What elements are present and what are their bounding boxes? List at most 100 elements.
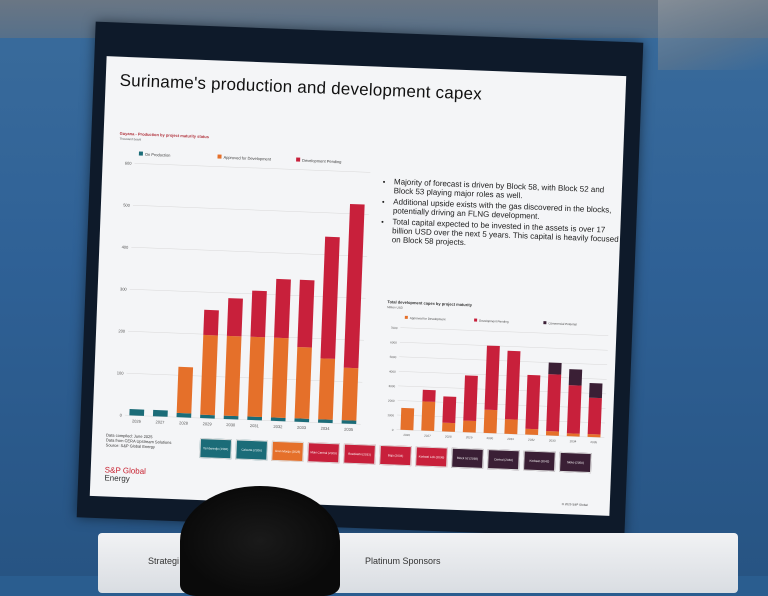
- x-tick-label: 2026: [132, 418, 142, 423]
- timeline-item: Korbeel Lob (2036): [415, 446, 448, 468]
- timeline-item: Calcutta (2026): [235, 439, 268, 461]
- legend-label: Development Pending: [479, 319, 509, 324]
- copyright: © 2025 S&P Global: [561, 501, 588, 507]
- x-tick-label: 2029: [203, 421, 213, 426]
- x-tick-label: 2029: [466, 435, 473, 439]
- bar-segment: [442, 422, 456, 432]
- gridline: [132, 205, 369, 215]
- x-tick-label: 2034: [570, 439, 577, 443]
- y-tick-label: 0: [392, 428, 394, 432]
- legend-label: Approved for Development: [410, 316, 446, 321]
- bar-segment: [343, 203, 365, 369]
- bar-segment: [545, 430, 560, 436]
- banner-left-text: Strategi: [148, 556, 180, 566]
- y-tick-label: 5000: [390, 355, 397, 359]
- chart1-subtitle: Thousand boe/d: [119, 136, 142, 142]
- banner-sponsors-text: Platinum Sponsors: [365, 556, 441, 566]
- x-tick-label: 2033: [297, 425, 307, 430]
- bar-segment: [546, 374, 562, 432]
- stage-truss: [658, 0, 768, 70]
- y-tick-label: 0: [120, 412, 123, 417]
- legend-label: On Production: [145, 152, 171, 158]
- bar-segment: [270, 417, 286, 422]
- x-tick-label: 2027: [155, 419, 165, 424]
- bullet-list: Majority of forecast is driven by Block …: [382, 177, 624, 255]
- legend-swatch: [217, 154, 222, 159]
- bar-segment: [504, 350, 521, 420]
- chart2-subtitle: Million USD: [387, 305, 403, 310]
- legend-swatch: [543, 321, 547, 325]
- gridline: [400, 327, 609, 336]
- y-tick-label: 3000: [388, 384, 395, 388]
- legend-swatch: [296, 157, 301, 162]
- bar-segment: [589, 383, 603, 399]
- presentation-slide: Suriname's production and development ca…: [89, 56, 627, 516]
- bar-segment: [247, 416, 263, 421]
- bar-segment: [226, 298, 243, 337]
- logo-line: Energy: [104, 473, 130, 484]
- bar-segment: [176, 412, 192, 418]
- bar-segment: [318, 419, 333, 424]
- timeline-item: Korbeel (2042): [523, 450, 556, 472]
- bar-segment: [566, 433, 580, 437]
- capex-chart: 0 1000 2000 3000 4000 5000 6000 7000 2026 2027 202…: [387, 315, 609, 444]
- bar-segment: [318, 358, 336, 420]
- bar-segment: [176, 366, 194, 414]
- y-tick-label: 600: [125, 160, 133, 165]
- timeline-item: Roebiakhi (2031): [343, 443, 376, 465]
- bar-segment: [483, 409, 498, 434]
- y-tick-label: 200: [118, 328, 126, 333]
- gridline: [399, 356, 608, 366]
- timeline-item: Central (2040): [487, 449, 520, 471]
- bar-segment: [152, 409, 168, 417]
- bar-segment: [294, 346, 312, 419]
- audience-head-silhouette: [180, 486, 340, 596]
- x-tick-label: 2034: [321, 426, 331, 431]
- bar-segment: [421, 401, 436, 432]
- bar-segment: [525, 428, 539, 436]
- bar-segment: [462, 420, 477, 433]
- bar-segment: [297, 279, 315, 348]
- x-tick-label: 2030: [226, 422, 236, 427]
- legend-label: Development Pending: [302, 158, 342, 165]
- bar-segment: [294, 418, 310, 423]
- bar-segment: [320, 236, 340, 359]
- bar-segment: [400, 407, 415, 431]
- timeline-item: Gran Morgu (2028): [271, 440, 304, 463]
- y-tick-label: 2000: [388, 399, 395, 403]
- bar-segment: [587, 397, 602, 435]
- x-tick-label: 2032: [528, 438, 535, 442]
- bar-segment: [223, 335, 242, 417]
- bar-segment: [250, 290, 267, 338]
- y-tick-label: 300: [120, 286, 128, 291]
- gridline: [399, 341, 608, 351]
- bar-segment: [525, 374, 541, 430]
- timeline-item: Baja (2034): [379, 444, 412, 467]
- bar-segment: [223, 415, 239, 420]
- bar-segment: [548, 362, 562, 375]
- bar-segment: [568, 369, 583, 386]
- y-tick-label: 1000: [387, 413, 394, 417]
- x-tick-label: 2026: [403, 433, 410, 437]
- bar-segment: [200, 414, 215, 419]
- x-tick-label: 2031: [507, 437, 514, 441]
- x-tick-label: 2035: [590, 440, 597, 444]
- y-tick-label: 400: [122, 244, 130, 249]
- y-tick-label: 500: [123, 202, 131, 207]
- x-tick-label: 2033: [549, 438, 556, 442]
- bar-segment: [463, 375, 478, 421]
- production-chart: 0 100 200 300 400 500 600 2026 2027 2028 2029 2030 2…: [117, 151, 371, 432]
- x-tick-label: 2032: [273, 424, 283, 429]
- x-tick-label: 2027: [424, 434, 431, 438]
- source-note: Data compiled: June 2025 Data from CERA …: [106, 432, 172, 450]
- timeline-item: Sloko (2050): [559, 451, 592, 474]
- bar-segment: [341, 367, 359, 421]
- bar-segment: [274, 278, 291, 339]
- bar-segment: [129, 409, 145, 416]
- bar-segment: [587, 434, 601, 438]
- legend-swatch: [474, 318, 478, 322]
- timeline-item: Moki Central (2029): [307, 442, 340, 464]
- bar-segment: [203, 309, 219, 336]
- legend-label: Approved for Development: [223, 155, 272, 162]
- bar-segment: [422, 389, 436, 402]
